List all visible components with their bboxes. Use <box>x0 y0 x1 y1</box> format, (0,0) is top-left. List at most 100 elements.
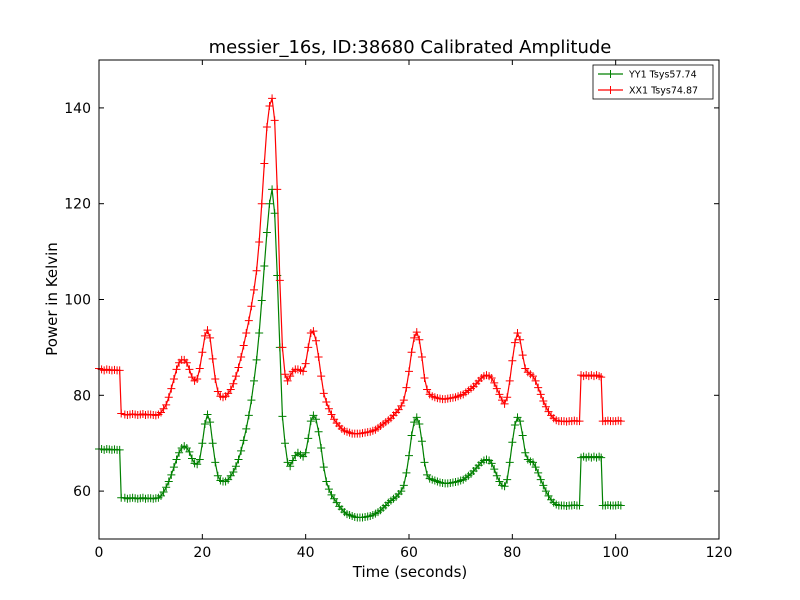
data-point <box>319 389 328 398</box>
data-point <box>597 373 606 382</box>
y-tick-label: 140 <box>64 101 91 117</box>
data-point <box>211 375 220 384</box>
x-tick-label: 120 <box>706 545 733 561</box>
data-point <box>399 396 408 405</box>
data-point <box>536 475 545 484</box>
data-point <box>185 447 194 456</box>
data-point <box>536 390 545 399</box>
data-point <box>117 409 126 418</box>
data-point <box>167 384 176 393</box>
ticks-layer: 0 20 40 60 80 100 120 60 80 100 120 140 <box>64 60 732 561</box>
series-line-1 <box>98 98 621 435</box>
data-point <box>167 470 176 479</box>
data-point <box>595 452 604 461</box>
data-point <box>324 404 333 413</box>
x-tick-label: 80 <box>503 545 521 561</box>
data-point <box>539 397 548 406</box>
data-point <box>268 94 277 103</box>
data-point <box>616 501 625 510</box>
y-tick-label: 60 <box>73 484 91 500</box>
data-point <box>182 358 191 367</box>
x-tick-label: 20 <box>193 545 211 561</box>
data-point <box>397 401 406 410</box>
chart-title: messier_16s, ID:38680 Calibrated Amplitu… <box>209 37 612 58</box>
plot-frame <box>98 59 720 540</box>
series-0 <box>95 185 625 522</box>
data-point <box>229 467 238 476</box>
data-point <box>534 468 543 477</box>
data-point <box>162 400 171 409</box>
legend-marker <box>606 70 615 78</box>
data-point <box>206 333 215 342</box>
data-point <box>508 356 517 365</box>
data-point <box>417 352 426 361</box>
data-point <box>231 462 240 471</box>
data-point <box>252 355 261 364</box>
data-point <box>270 116 279 125</box>
data-point <box>513 329 522 338</box>
data-point <box>539 481 548 490</box>
data-point <box>213 471 222 480</box>
data-point <box>541 402 550 411</box>
data-point <box>405 451 413 460</box>
data-point <box>301 359 310 368</box>
data-point <box>115 366 124 375</box>
data-point <box>417 437 426 446</box>
data-point <box>265 199 274 208</box>
data-point <box>252 266 261 275</box>
data-point <box>203 410 212 419</box>
data-point <box>402 468 411 477</box>
data-point <box>500 482 509 491</box>
data-point <box>490 378 499 387</box>
data-point <box>255 238 264 247</box>
data-point <box>278 343 287 352</box>
data-point <box>237 352 246 361</box>
data-point <box>516 417 525 426</box>
data-point <box>505 376 514 385</box>
legend: YY1 Tsys57.74 XX1 Tsys74.87 <box>592 64 714 100</box>
data-point <box>487 374 496 383</box>
data-point <box>247 302 256 311</box>
legend-box <box>592 64 714 100</box>
legend-entry: XX1 Tsys74.87 <box>598 86 698 97</box>
data-point <box>407 348 416 357</box>
data-point <box>405 367 413 376</box>
data-point <box>281 370 289 379</box>
data-point <box>257 199 266 208</box>
data-point <box>273 185 282 194</box>
data-point <box>286 372 295 381</box>
data-point <box>188 454 196 463</box>
data-point <box>200 420 209 429</box>
data-point <box>312 336 320 345</box>
data-point <box>415 420 424 429</box>
legend-label: YY1 Tsys57.74 <box>628 70 697 81</box>
data-point <box>286 462 295 471</box>
x-tick-label: 100 <box>602 545 629 561</box>
data-point <box>193 460 202 469</box>
data-point <box>309 327 318 336</box>
data-point <box>415 335 424 344</box>
series-layer <box>95 94 625 522</box>
data-point <box>115 445 124 454</box>
data-point <box>495 390 504 399</box>
data-point <box>319 463 328 472</box>
data-point <box>206 418 215 427</box>
data-point <box>257 296 266 305</box>
data-point <box>492 471 501 480</box>
y-tick-label: 120 <box>64 197 91 213</box>
data-point <box>500 399 509 408</box>
data-point <box>595 372 604 381</box>
data-point <box>237 446 246 455</box>
data-point <box>529 458 537 467</box>
data-point <box>260 159 269 168</box>
data-point <box>169 463 178 472</box>
data-point <box>198 439 207 448</box>
data-point <box>226 385 235 394</box>
x-axis-label: Time (seconds) <box>352 563 468 581</box>
data-point <box>516 335 525 344</box>
data-point <box>312 415 320 424</box>
legend-marker <box>606 86 615 94</box>
data-point <box>262 123 271 132</box>
series-1 <box>95 94 625 438</box>
